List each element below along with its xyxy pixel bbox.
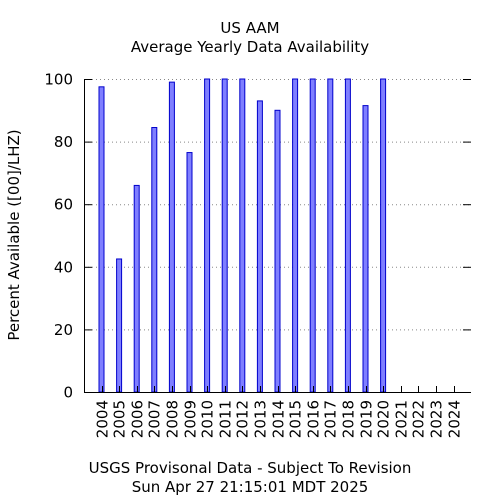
x-tick-label: 2024 (446, 400, 464, 438)
x-tick-label: 2015 (287, 400, 305, 438)
chart-subtitle: Average Yearly Data Availability (130, 38, 370, 56)
x-tick-label: 2007 (146, 400, 164, 438)
x-tick-label: 2011 (217, 400, 235, 438)
y-tick-label: 20 (54, 321, 73, 339)
bar-2015 (292, 78, 299, 393)
footer-timestamp: Sun Apr 27 21:15:01 MDT 2025 (131, 478, 369, 496)
x-tick-label: 2006 (129, 400, 147, 438)
x-tick-label: 2014 (270, 400, 288, 438)
x-tick-label: 2012 (234, 400, 252, 438)
x-tick-label: 2004 (94, 400, 112, 438)
y-tick-label: 0 (63, 384, 73, 402)
y-tick-label: 40 (54, 258, 73, 276)
x-tick-label: 2023 (428, 400, 446, 438)
bar-2020 (380, 78, 387, 393)
bar-2019 (362, 105, 369, 393)
x-tick-label: 2013 (252, 400, 270, 438)
x-tick-label: 2019 (358, 400, 376, 438)
bar-2005 (116, 258, 123, 393)
bar-2013 (256, 100, 263, 393)
bar-2006 (133, 184, 140, 393)
bar-2009 (186, 152, 193, 393)
x-tick-label: 2005 (111, 400, 129, 438)
x-tick-label: 2008 (164, 400, 182, 438)
y-tick-label: 60 (54, 196, 73, 214)
x-tick-label: 2018 (340, 400, 358, 438)
bar-2016 (309, 78, 316, 393)
bar-2018 (344, 78, 351, 393)
chart-title: US AAM (220, 19, 280, 37)
bar-2011 (221, 78, 228, 393)
bar-2008 (168, 81, 175, 393)
bar-2017 (327, 78, 334, 393)
x-tick-label: 2009 (182, 400, 200, 438)
footer-disclaimer: USGS Provisonal Data - Subject To Revisi… (88, 459, 412, 477)
bar-2012 (239, 78, 246, 393)
bar-2004 (98, 86, 105, 393)
x-tick-label: 2022 (410, 400, 428, 438)
x-tick-label: 2016 (305, 400, 323, 438)
x-tick-label: 2020 (375, 400, 393, 438)
bar-2007 (151, 127, 158, 393)
x-tick-label: 2010 (199, 400, 217, 438)
bar-2010 (204, 78, 211, 393)
x-tick-label: 2021 (393, 400, 411, 438)
y-tick-label: 100 (44, 71, 73, 89)
y-tick-label: 80 (54, 133, 73, 151)
x-tick-label: 2017 (322, 400, 340, 438)
bar-2014 (274, 109, 281, 393)
y-axis-label: Percent Available ([00]/LHZ) (5, 129, 23, 341)
